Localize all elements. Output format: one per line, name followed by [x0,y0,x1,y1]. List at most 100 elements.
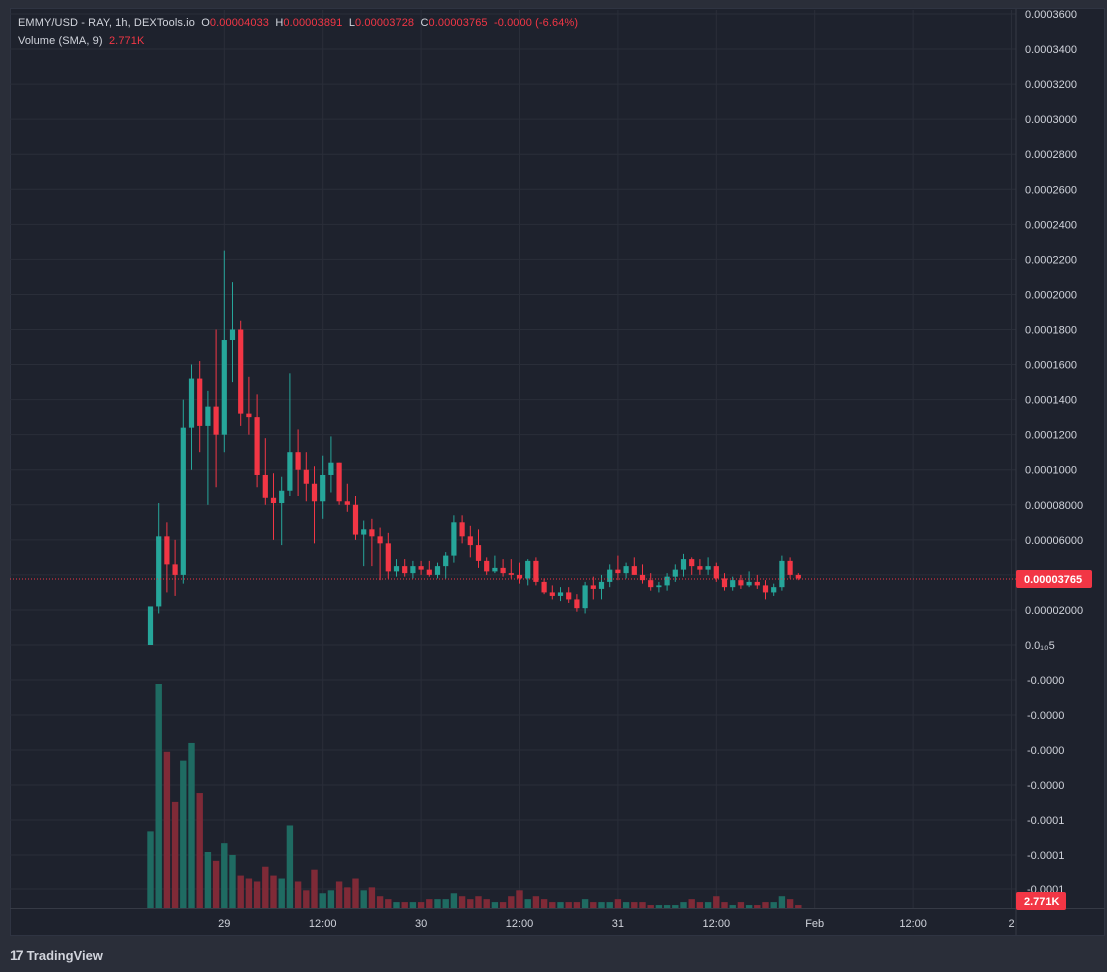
volume-bar [688,899,695,908]
price-tick-label: 0.0002200 [1025,254,1077,266]
volume-bar [475,896,482,908]
volume-bar [393,902,400,908]
price-tick-label: 0.0002000 [1025,289,1077,301]
candle-body [336,462,342,502]
volume-bar [434,899,441,908]
volume-bar [344,887,351,908]
volume-bar [319,893,326,908]
candle-body [771,587,777,593]
price-tick-label: 0.0003400 [1025,44,1077,56]
candle-body [672,569,678,577]
time-tick-label: 30 [415,918,427,930]
volume-bar [311,869,318,908]
volume-bar [442,899,449,908]
candle-body [393,566,400,572]
price-tick-label: 0.00008000 [1025,500,1083,512]
volume-marker-label: 2.771K [1024,896,1060,908]
candle-body [279,490,285,504]
price-tick-label: 0.00006000 [1025,535,1083,547]
price-tick-label: 0.0001800 [1025,325,1077,337]
volume-bar [516,890,523,908]
volume-bar [704,902,712,908]
open-key: O [201,17,210,29]
volume-bar [614,899,622,908]
volume-bar [581,899,589,908]
time-tick-label: 12:00 [899,918,927,930]
candle-body [369,529,375,537]
candle-body [295,452,301,470]
volume-bar [212,860,220,908]
volume-bar [155,684,162,908]
volume-bar [171,801,179,908]
volume-bar [253,881,261,908]
volume-label[interactable]: Volume (SMA, 9) [18,35,103,47]
symbol-label[interactable]: EMMY/USD - RAY, 1h, DEXTools.io [18,17,195,29]
candle-body [754,581,760,586]
volume-tick-label: -0.0000 [1027,675,1064,687]
candle-body [484,560,490,572]
candle-body [229,329,236,341]
candle-body [311,483,318,502]
volume-bar [663,905,671,908]
volume-bar [672,905,679,908]
price-tick-label: 0.0002600 [1025,184,1077,196]
volume-bar [262,866,269,908]
candle-body [582,585,588,609]
volume-tick-label: -0.0000 [1027,780,1064,792]
last-price-marker [1016,570,1092,589]
volume-bar [598,902,605,908]
tradingview-footer[interactable]: 17 TradingView [10,946,103,964]
candle-body [254,417,260,475]
volume-bar [221,843,228,908]
high-key: H [275,17,284,29]
volume-bar [491,902,499,908]
candle-body [303,469,309,484]
candle-body [795,574,801,579]
candle-body [787,560,793,575]
candle-body [188,378,195,428]
price-tick-label: 0.0003600 [1025,9,1077,21]
candle-body [180,427,186,575]
candle-body [557,592,564,596]
volume-bar [786,899,794,908]
volume-bar [622,902,630,908]
price-tick-label: 0.0003200 [1025,79,1077,91]
time-tick-label: 29 [218,918,230,930]
price-tick-label: 0.0003000 [1025,114,1077,126]
candle-body [270,497,277,504]
volume-bar [204,852,212,908]
candle-body [721,578,728,588]
volume-bar [729,905,736,908]
ohlc-legend: EMMY/USD - RAY, 1h, DEXTools.io O0.00004… [18,17,578,29]
candle-body [361,529,367,535]
candle-body [689,559,695,567]
price-tick-label: 0.0001400 [1025,395,1077,407]
candle-body [164,536,170,565]
candle-body [631,566,637,575]
candle-body [664,576,670,586]
candle-body [221,340,227,435]
candle-body [262,474,268,498]
candle-body [492,567,498,572]
candle-body [410,566,416,574]
volume-bar [795,905,802,908]
volume-bar [549,902,556,908]
candle-body [246,413,252,418]
volume-bar [721,902,728,908]
candle-body [197,378,203,426]
candle-body [213,406,219,435]
candle-body [287,452,293,491]
candle-body [508,573,514,575]
candle-body [328,462,334,475]
close-key: C [420,17,429,29]
volume-bar [532,896,540,908]
candle-body [680,559,687,570]
volume-bar [639,902,646,908]
candle-body [443,555,449,567]
candle-body [549,592,555,596]
candle-body [402,566,408,574]
candle-body [147,606,154,645]
candle-body [156,536,162,607]
